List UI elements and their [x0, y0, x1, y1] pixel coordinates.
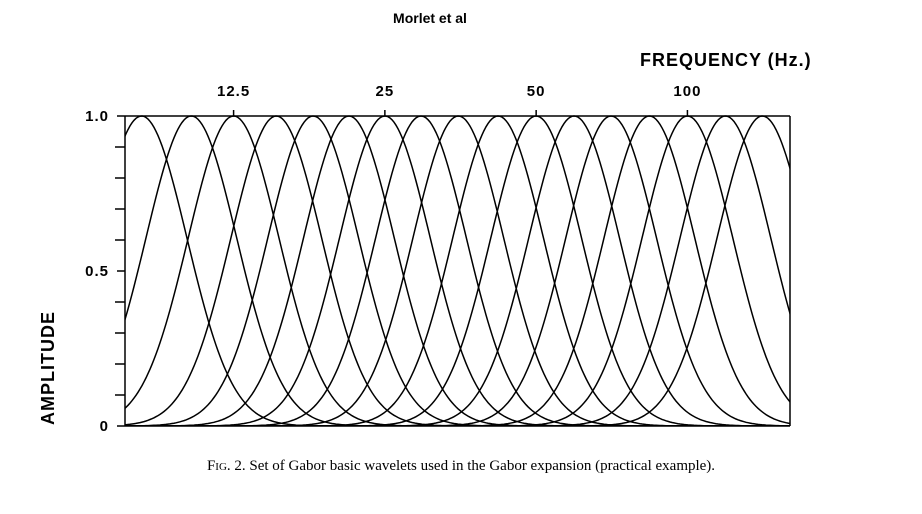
- wavelet-curve-9: [125, 115, 790, 426]
- chart-title: Morlet et al: [393, 10, 467, 26]
- caption-text: Set of Gabor basic wavelets used in the …: [245, 458, 716, 474]
- figure-label: Fig. 2.: [206, 458, 246, 474]
- y-tick-label: 0: [100, 418, 109, 435]
- wavelet-curve-5: [125, 115, 790, 426]
- wavelet-curve-8: [125, 115, 790, 426]
- wavelet-curve-7: [125, 115, 790, 426]
- wavelet-curves: [125, 115, 790, 426]
- wavelet-curve-6: [125, 115, 790, 426]
- wavelet-curve-11: [125, 115, 790, 426]
- x-axis-label: FREQUENCY (Hz.): [640, 50, 812, 70]
- x-tick-label: 50: [527, 83, 546, 100]
- wavelet-curve-4: [125, 115, 790, 426]
- wavelet-curve-10: [125, 115, 790, 426]
- wavelet-curve-17: [125, 115, 790, 426]
- y-tick-label: 1.0: [85, 108, 109, 125]
- wavelet-curve-2: [125, 115, 790, 426]
- wavelet-curve-13: [125, 115, 790, 426]
- wavelet-curve-14: [125, 115, 790, 426]
- wavelet-curve-3: [125, 115, 790, 426]
- wavelet-curve-15: [125, 115, 790, 426]
- wavelet-curve-1: [125, 115, 790, 426]
- wavelet-curve-12: [125, 115, 790, 426]
- x-tick-label: 12.5: [217, 83, 250, 100]
- y-tick-label: 0.5: [85, 263, 109, 280]
- x-tick-label: 100: [673, 83, 701, 100]
- x-tick-label: 25: [376, 83, 395, 100]
- wavelet-curve-16: [125, 115, 790, 426]
- figure-caption: Fig. 2. Set of Gabor basic wavelets used…: [0, 458, 922, 475]
